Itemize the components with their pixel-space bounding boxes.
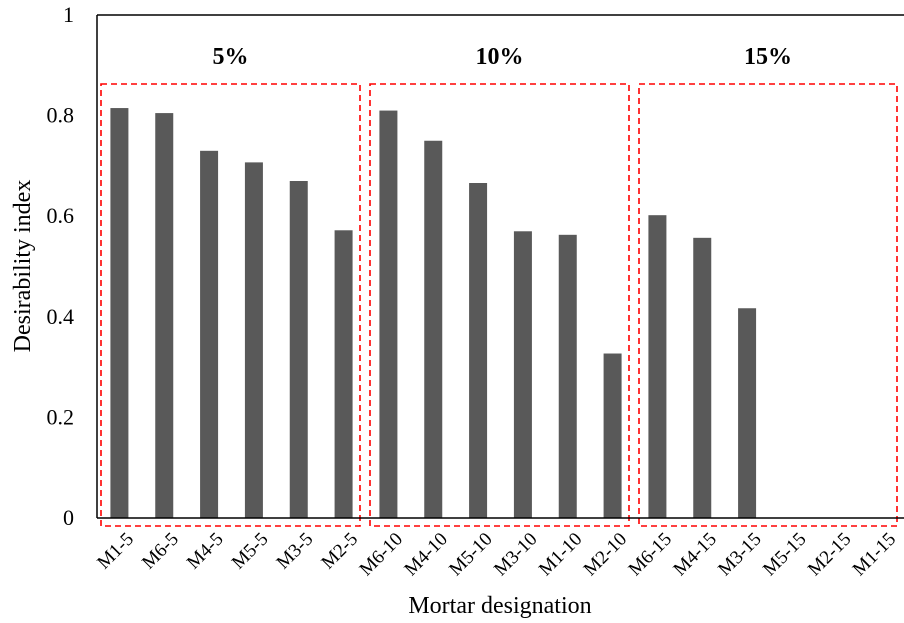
group-boxes [100, 83, 898, 527]
group-label: 10% [476, 44, 524, 70]
bar-m4-15 [693, 237, 712, 519]
bar-m4-5 [200, 150, 219, 518]
group-label: 15% [744, 44, 792, 70]
x-tick-label: M4-15 [669, 529, 720, 580]
x-tick-label: M2-5 [317, 529, 362, 574]
x-tick-label: M1-5 [93, 529, 138, 574]
x-tick-label: M3-5 [273, 529, 318, 574]
y-tick-label: 1 [63, 2, 74, 27]
y-axis-title: Desirability index [10, 180, 36, 353]
bar-m4-10 [424, 140, 443, 518]
x-tick-label: M1-15 [849, 529, 900, 580]
x-tick-label: M6-10 [356, 529, 407, 580]
x-tick-label: M2-10 [580, 529, 631, 580]
y-tick-label: 0 [63, 505, 74, 530]
bar-m2-10 [603, 353, 622, 518]
bar-m5-5 [244, 162, 263, 518]
bars [110, 108, 757, 519]
x-tick-label: M4-10 [400, 529, 451, 580]
group-box [638, 83, 898, 527]
x-tick-label: M5-10 [445, 529, 496, 580]
y-tick-label: 0.2 [47, 404, 75, 429]
group-box [100, 83, 361, 527]
y-tick-label: 0.6 [47, 203, 75, 228]
group-labels: 5% 10% 15% [213, 44, 793, 70]
x-tick-label: M5-15 [759, 529, 810, 580]
bar-m3-5 [289, 180, 308, 519]
bar-m3-10 [513, 231, 532, 519]
x-tick-label: M3-15 [714, 529, 765, 580]
bar-m2-5 [334, 230, 353, 518]
x-tick-label: M4-5 [183, 529, 228, 574]
x-tick-label: M2-15 [804, 529, 855, 580]
x-tick-label: M1-10 [535, 529, 586, 580]
x-tick-label: M6-5 [138, 529, 183, 574]
group-box [369, 83, 630, 527]
y-tick-labels: 0 0.2 0.4 0.6 0.8 1 [47, 2, 75, 530]
y-tick-label: 0.8 [47, 103, 75, 128]
y-tick-label: 0.4 [47, 304, 75, 329]
group-label: 5% [213, 44, 249, 70]
x-tick-label: M5-5 [228, 529, 273, 574]
bar-m6-10 [379, 110, 398, 518]
x-tick-labels: M1-5 M6-5 M4-5 M5-5 M3-5 M2-5M6-10M4-10M5-10M… [93, 529, 900, 580]
bar-m3-15 [738, 308, 757, 518]
bar-m5-10 [469, 183, 488, 518]
bar-m1-10 [558, 234, 577, 518]
x-axis-title: Mortar designation [408, 593, 591, 619]
bar-m1-5 [110, 108, 129, 519]
x-tick-label: M3-10 [490, 529, 541, 580]
x-tick-label: M6-15 [625, 529, 676, 580]
bar-m6-15 [648, 215, 667, 518]
bar-m6-5 [155, 113, 174, 519]
